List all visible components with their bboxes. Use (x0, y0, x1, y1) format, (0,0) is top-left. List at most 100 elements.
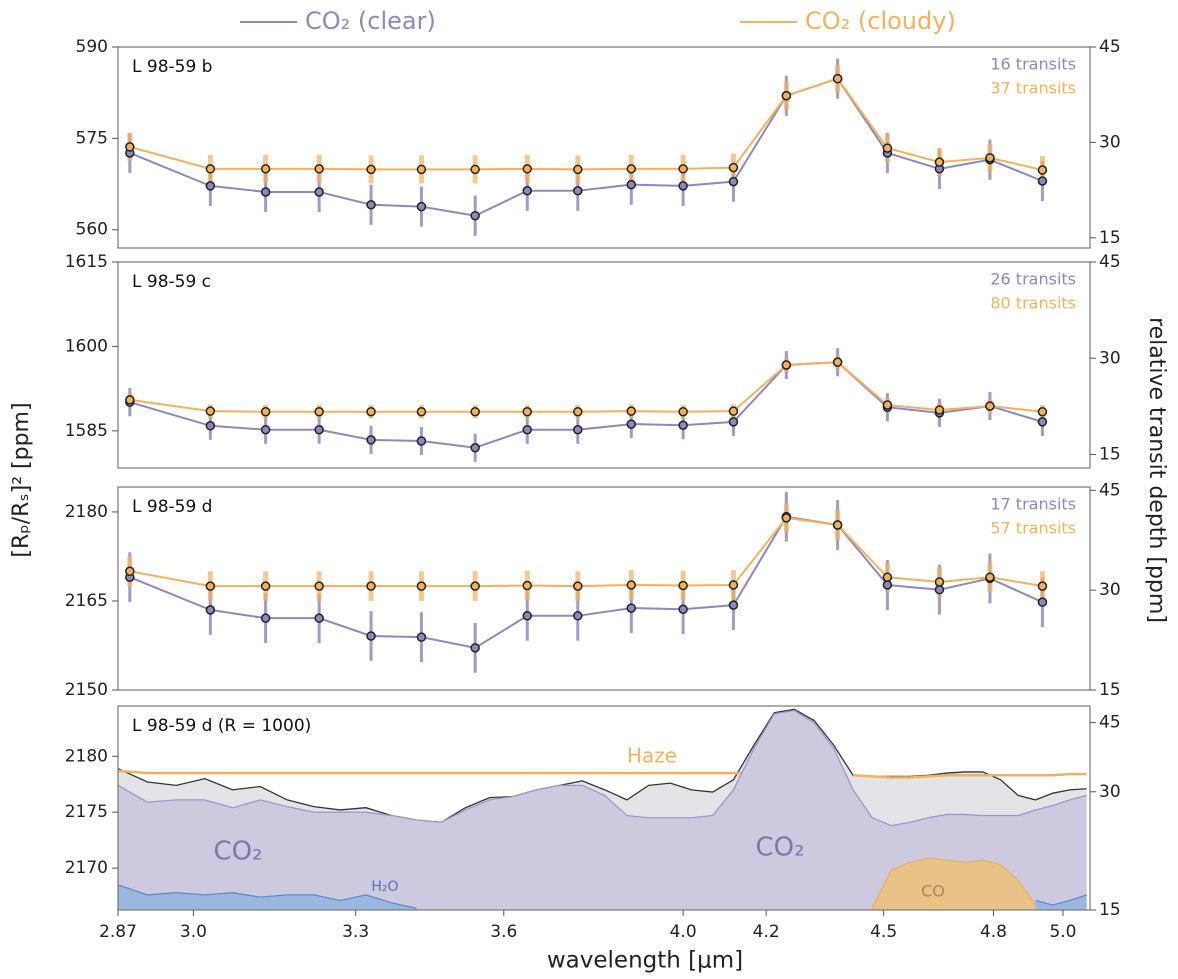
transit-count: 16 transits (990, 55, 1076, 74)
marker (728, 600, 739, 610)
marker (573, 424, 583, 435)
panel-label: L 98-59 d (R = 1000) (132, 716, 311, 736)
marker (882, 143, 893, 153)
y2-tick-label: 15 (1099, 445, 1121, 465)
marker (314, 164, 324, 174)
marker (522, 580, 533, 591)
marker (470, 442, 480, 453)
y2-tick-label: 15 (1099, 680, 1121, 700)
annotation: CO₂ (213, 837, 262, 867)
marker (260, 406, 271, 417)
marker (314, 613, 324, 623)
marker (125, 566, 135, 577)
marker (1037, 417, 1048, 427)
marker (205, 164, 216, 174)
marker (626, 179, 637, 190)
panel: L 98-59 d 17 transits 57 transits 2150 2165 2… (65, 480, 1121, 700)
y2-tick-label: 30 (1099, 132, 1121, 152)
marker (573, 185, 583, 196)
x-tick-label: 3.6 (490, 922, 517, 942)
marker (882, 400, 893, 410)
series-line (129, 515, 1043, 649)
marker (626, 603, 637, 613)
spectrum-line (118, 708, 1087, 823)
y-tick-label: 2150 (65, 680, 108, 700)
y-tick-label: 2180 (65, 502, 108, 522)
marker (882, 572, 893, 582)
marker (416, 436, 427, 446)
marker (573, 611, 583, 621)
x-tick-label: 2.87 (99, 922, 137, 942)
y-tick-label: 2175 (65, 802, 108, 822)
marker (573, 406, 583, 417)
marker (678, 580, 688, 591)
panel-frame (117, 705, 1091, 911)
marker (678, 406, 688, 417)
marker (832, 520, 843, 530)
y-tick-label: 575 (76, 128, 108, 148)
annotation: CO₂ (755, 833, 804, 863)
transit-count: 17 transits (990, 495, 1076, 514)
x-tick-label: 4.2 (753, 922, 780, 942)
plot-area (125, 348, 1048, 462)
annotation: Haze (627, 744, 677, 768)
marker (366, 435, 376, 445)
marker (470, 581, 480, 591)
marker (205, 581, 216, 591)
marker (626, 164, 637, 174)
panel-label: L 98-59 d (132, 497, 212, 517)
series-line (129, 77, 1043, 172)
x-tick-label: 4.8 (980, 922, 1007, 942)
plot-area (125, 58, 1048, 236)
marker (260, 164, 271, 174)
spectrum-line (118, 884, 1087, 909)
y2-tick-label: 45 (1099, 480, 1121, 500)
y2-tick-label: 45 (1099, 713, 1121, 733)
area (872, 858, 1036, 910)
annotation: CO (921, 882, 945, 901)
transit-count: 37 transits (990, 79, 1076, 98)
x-tick-label: 3.0 (180, 922, 207, 942)
transit-count: 80 transits (990, 294, 1076, 313)
y2-tick-label: 30 (1099, 782, 1121, 802)
panel-label: L 98-59 b (132, 57, 212, 77)
marker (678, 181, 688, 191)
panel-frame (117, 486, 1091, 691)
y2-tick-label: 15 (1099, 228, 1121, 248)
spectrum-line (118, 769, 1087, 779)
y2-tick-label: 30 (1099, 348, 1121, 368)
series-line (129, 77, 1043, 217)
y-tick-label: 590 (76, 37, 108, 57)
marker (314, 406, 324, 417)
marker (626, 580, 637, 590)
panel-label: L 98-59 c (132, 272, 211, 292)
marker (260, 187, 271, 197)
marker (125, 142, 135, 152)
marker (728, 417, 739, 427)
marker (985, 572, 995, 582)
marker (728, 162, 739, 173)
marker (934, 157, 945, 167)
marker (985, 401, 995, 411)
marker (416, 581, 427, 591)
area (118, 884, 1087, 910)
marker (934, 577, 945, 587)
marker (260, 581, 271, 591)
marker (205, 406, 216, 416)
marker (366, 406, 376, 417)
x-tick-label: 5.0 (1049, 922, 1076, 942)
marker (934, 405, 945, 415)
marker (522, 164, 533, 174)
marker (470, 643, 480, 653)
marker (522, 185, 533, 196)
y2-tick-label: 45 (1099, 252, 1121, 272)
marker (522, 424, 533, 435)
marker (366, 631, 376, 641)
marker (205, 605, 216, 615)
marker (416, 632, 427, 642)
y-tick-label: 2180 (65, 746, 108, 766)
plot-area (125, 491, 1048, 673)
y2-axis-label: relative transit depth [ppm] (1144, 317, 1169, 623)
panel: L 98-59 c 26 transits 80 transits 1585 1600 1… (65, 252, 1121, 469)
